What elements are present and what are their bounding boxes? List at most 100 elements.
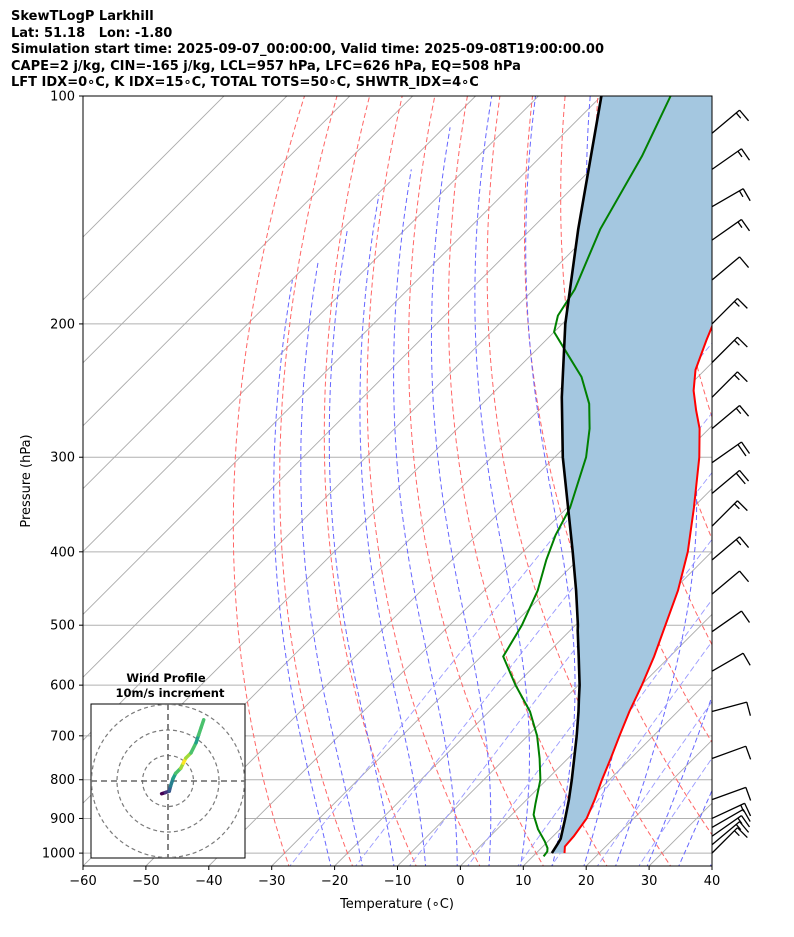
wind-barb-flag	[742, 188, 751, 202]
y-tick-label: 500	[50, 619, 75, 634]
wind-barb-flag	[736, 500, 748, 512]
hodograph-subtitle: 10m/s increment	[116, 686, 225, 700]
hodograph-inset: Wind Profile 10m/s increment	[90, 671, 246, 859]
wind-barb	[711, 570, 750, 595]
isotherm-line	[83, 96, 665, 678]
wind-barb-flag	[746, 701, 752, 716]
mixing-ratio-line	[289, 342, 712, 866]
dry-adiabat-line	[232, 96, 306, 866]
wind-barb-flag	[739, 536, 750, 548]
isotherm-line	[145, 299, 712, 866]
y-tick-label: 900	[50, 812, 75, 827]
mixing-ratio-line	[638, 757, 712, 866]
wind-barb	[711, 218, 751, 241]
wind-barb-flag	[740, 219, 751, 232]
mixing-ratio-line	[409, 471, 712, 866]
dewpoint-line	[502, 96, 672, 858]
wind-barb-staff	[711, 821, 740, 846]
wind-barb-flag	[737, 444, 747, 457]
wind-barbs	[711, 109, 752, 854]
wind-barb	[711, 815, 751, 837]
wind-barb	[711, 536, 750, 561]
x-tick-label: −10	[384, 874, 411, 889]
wind-barb	[711, 109, 750, 134]
x-axis-label: Temperature (∘C)	[339, 897, 454, 912]
moist-adiabat-line	[430, 127, 492, 866]
wind-barb	[711, 701, 752, 716]
wind-barb-staff	[711, 218, 742, 241]
wind-barb-half-flag	[740, 804, 745, 812]
wind-barb-flag	[735, 472, 746, 485]
wind-barb	[711, 786, 752, 801]
wind-barb-flag	[742, 809, 751, 822]
y-tick-label: 300	[50, 451, 75, 466]
wind-barb-half-flag	[733, 339, 740, 346]
wind-barb-flag	[736, 827, 748, 839]
wind-barb	[711, 500, 748, 527]
wind-barb-flag	[744, 802, 752, 817]
location-line: Lat: 51.18 Lon: -1.80	[11, 25, 173, 41]
wind-barb	[711, 652, 751, 672]
y-axis-label: Pressure (hPa)	[19, 434, 34, 527]
moist-adiabat-line	[646, 694, 712, 866]
chart-axes: −60 −50 −40 −30 −20 −10 0 10 20 30 40 1000 900 800 700…	[42, 90, 720, 890]
dry-adiabat-line	[279, 96, 354, 866]
wind-barb-half-flag	[733, 374, 740, 381]
wind-barb-staff	[711, 297, 738, 325]
wind-barb-staff	[711, 786, 747, 801]
mixing-ratio-line	[355, 412, 712, 866]
chart-header: SkewTLogP Larkhill Lat: 51.18 Lon: -1.80…	[11, 9, 604, 92]
wind-barb	[711, 188, 751, 208]
wind-barb-staff	[711, 570, 740, 595]
wind-barb-half-flag	[737, 221, 743, 229]
wind-barb-flag	[740, 815, 751, 828]
hodograph-segment	[189, 741, 198, 755]
hodograph-segment	[199, 718, 206, 730]
wind-barb	[711, 256, 750, 281]
isotherm-line	[333, 487, 712, 866]
wind-barb-flag	[740, 610, 751, 623]
x-tick-label: 30	[641, 874, 658, 889]
moist-adiabat-line	[474, 96, 530, 866]
isotherm-line	[83, 96, 477, 490]
chart-series	[502, 96, 712, 858]
wind-barb-staff	[711, 652, 744, 672]
cape-cin-shading	[551, 96, 712, 854]
wind-barb-staff	[711, 371, 738, 398]
moist-adiabat-line	[709, 861, 712, 866]
wind-barb-staff	[711, 256, 740, 281]
wind-barb	[711, 827, 748, 854]
y-tick-label: 700	[50, 729, 75, 744]
wind-barb-flag	[739, 405, 750, 417]
moist-adiabat-line	[300, 260, 363, 866]
y-tick-label: 200	[50, 317, 75, 332]
wind-barb-half-flag	[735, 112, 742, 119]
y-tick-label: 800	[50, 773, 75, 788]
wind-barb-half-flag	[733, 301, 740, 307]
wind-barb-half-flag	[733, 830, 740, 837]
wind-barb	[711, 745, 752, 760]
isotherm-line	[83, 96, 540, 553]
wind-barb-flag	[742, 652, 751, 666]
isotherm-line	[522, 676, 712, 866]
x-tick-label: 0	[456, 874, 464, 889]
wind-barb-flag	[736, 336, 748, 348]
parcel-profile-line	[550, 96, 603, 854]
wind-barb-staff	[711, 808, 744, 829]
x-tick-label: −30	[258, 874, 285, 889]
moist-adiabat-line	[525, 96, 576, 866]
wind-barb-staff	[711, 815, 742, 837]
isotherm-line	[83, 96, 225, 238]
moist-adiabat-line	[678, 789, 712, 866]
isotherm-line	[83, 96, 603, 616]
wind-barb	[711, 802, 752, 820]
wind-barb-staff	[711, 500, 738, 527]
wind-barb	[711, 297, 748, 325]
moist-adiabat-line	[328, 229, 395, 866]
chart-title: SkewTLogP Larkhill	[11, 9, 154, 24]
wind-barb	[711, 469, 750, 495]
wind-barb	[711, 610, 751, 633]
isotherm-line	[83, 96, 288, 301]
indices-line-2: LFT IDX=0∘C, K IDX=15∘C, TOTAL TOTS=50∘C…	[11, 75, 479, 90]
isotherm-line	[396, 550, 712, 866]
